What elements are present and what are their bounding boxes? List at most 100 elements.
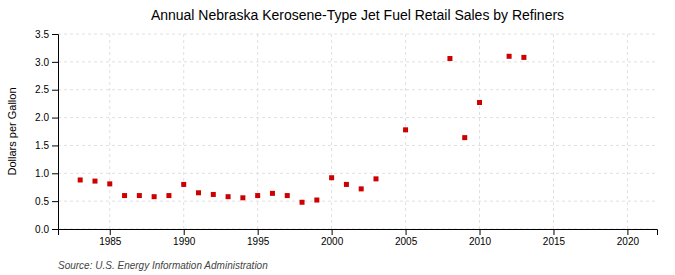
- tick: 2005: [395, 229, 418, 247]
- tick: 1.0: [35, 168, 58, 179]
- tick-label: 1985: [99, 236, 122, 247]
- tick-label: 1.5: [35, 140, 49, 151]
- grid-line: [58, 34, 657, 35]
- tick-label: 3.0: [35, 57, 49, 68]
- y-axis: 0.0 0.5 1.0 1.5 2.0 2.5 3.0 3.5: [35, 29, 58, 235]
- point: [196, 190, 201, 195]
- point: [107, 181, 112, 186]
- point: [166, 193, 171, 198]
- grid-line: [58, 61, 657, 62]
- grid-line: [58, 117, 657, 118]
- tick-label: 0.0: [35, 224, 49, 235]
- tick-label: 2005: [395, 236, 418, 247]
- point: [373, 176, 378, 181]
- tick-mark: [184, 229, 185, 235]
- tick: 2015: [543, 229, 566, 247]
- tick: 3.0: [35, 57, 58, 68]
- tick: 2020: [617, 229, 640, 247]
- points: [78, 54, 527, 205]
- point: [122, 193, 127, 198]
- x-axis: 1985 1990 1995 2000 2005 2010 2015 2020: [59, 229, 658, 247]
- tick: 2.0: [35, 112, 58, 123]
- tick-label: 1990: [173, 236, 196, 247]
- tick-label: 3.5: [35, 29, 49, 40]
- tick: 0.0: [35, 224, 58, 235]
- point: [462, 135, 467, 140]
- y-axis-label: Dollars per Gallon: [6, 87, 18, 175]
- grid-line: [183, 34, 184, 229]
- point: [181, 182, 186, 187]
- grid-line: [627, 34, 628, 229]
- tick-mark: [52, 145, 58, 146]
- grid: [58, 34, 657, 229]
- chart: 1985 1990 1995 2000 2005 2010 2015 2020 0.0 0.5 1.…: [0, 0, 675, 275]
- point: [447, 56, 452, 61]
- tick: 3.5: [35, 29, 58, 40]
- tick-mark: [52, 90, 58, 91]
- tick-mark: [52, 118, 58, 119]
- annotation: Source: U.S. Energy Information Administ…: [58, 260, 268, 271]
- tick: 1995: [247, 229, 270, 247]
- tick-label: 2015: [543, 236, 566, 247]
- point: [255, 193, 260, 198]
- point: [300, 200, 305, 205]
- tick: 1985: [99, 229, 122, 247]
- tick-mark: [52, 62, 58, 63]
- grid-line: [58, 173, 657, 174]
- tick: 1.5: [35, 140, 58, 151]
- grid-line: [331, 34, 332, 229]
- tick-label: 2000: [321, 236, 344, 247]
- title: Annual Nebraska Kerosene-Type Jet Fuel R…: [151, 7, 564, 23]
- grid-line: [257, 34, 258, 229]
- tick-mark: [110, 229, 111, 235]
- tick-mark: [553, 229, 554, 235]
- point: [477, 100, 482, 105]
- point: [270, 191, 275, 196]
- point: [314, 198, 319, 203]
- tick-label: 2020: [617, 236, 640, 247]
- tick-mark: [52, 173, 58, 174]
- tick-label: 1995: [247, 236, 270, 247]
- grid-line: [58, 145, 657, 146]
- point: [226, 194, 231, 199]
- point: [329, 175, 334, 180]
- point: [507, 54, 512, 59]
- point: [152, 194, 157, 199]
- point: [403, 127, 408, 132]
- grid-line: [553, 34, 554, 229]
- axis-line: [59, 230, 658, 236]
- grid-line: [58, 201, 657, 202]
- grid-line: [109, 34, 110, 229]
- axis-line: [52, 35, 59, 230]
- point: [240, 195, 245, 200]
- tick-label: 0.5: [35, 196, 49, 207]
- point: [344, 182, 349, 187]
- tick-mark: [52, 229, 58, 230]
- point: [92, 179, 97, 184]
- tick-label: 2.0: [35, 112, 49, 123]
- tick-mark: [258, 229, 259, 235]
- grid-line: [58, 89, 657, 90]
- tick-label: 1.0: [35, 168, 49, 179]
- point: [359, 186, 364, 191]
- tick-mark: [52, 201, 58, 202]
- point: [137, 193, 142, 198]
- point: [78, 177, 83, 182]
- tick-label: 2010: [469, 236, 492, 247]
- point: [521, 55, 526, 60]
- tick-mark: [480, 229, 481, 235]
- tick-mark: [627, 229, 628, 235]
- grid-line: [479, 34, 480, 229]
- tick: 0.5: [35, 196, 58, 207]
- tick: 2010: [469, 229, 492, 247]
- tick-mark: [406, 229, 407, 235]
- tick-mark: [52, 34, 58, 35]
- tick: 2.5: [35, 84, 58, 95]
- point: [211, 192, 216, 197]
- point: [285, 193, 290, 198]
- tick: 2000: [321, 229, 344, 247]
- tick-mark: [332, 229, 333, 235]
- tick: 1990: [173, 229, 196, 247]
- plot-area: 1985 1990 1995 2000 2005 2010 2015 2020 0.0 0.5 1.…: [35, 29, 657, 247]
- tick-label: 2.5: [35, 84, 49, 95]
